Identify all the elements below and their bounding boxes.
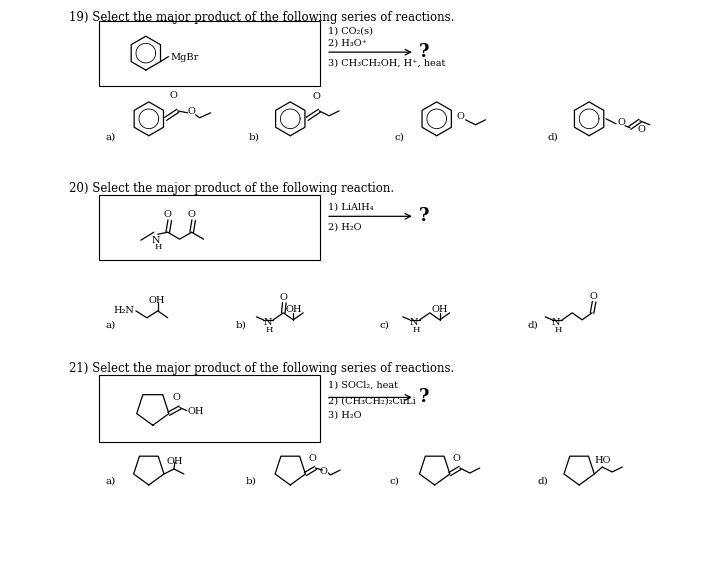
Text: OH: OH	[149, 296, 165, 305]
Text: O: O	[453, 454, 461, 463]
Bar	[99, 21, 320, 86]
Bar	[99, 374, 320, 442]
Text: 2) H₃O⁺: 2) H₃O⁺	[328, 39, 367, 48]
Text: O: O	[589, 292, 597, 301]
Text: O: O	[164, 210, 172, 219]
Text: a): a)	[106, 132, 116, 141]
Text: H: H	[412, 326, 419, 334]
Text: 1) LiAlH₄: 1) LiAlH₄	[328, 203, 374, 212]
Text: H₂N: H₂N	[113, 306, 134, 315]
Text: N: N	[263, 318, 272, 327]
Text: 3) H₂O: 3) H₂O	[328, 411, 362, 420]
Text: ?: ?	[418, 207, 429, 225]
Text: O: O	[173, 393, 180, 402]
Text: ?: ?	[418, 388, 429, 406]
Text: b): b)	[245, 476, 256, 485]
Text: N: N	[552, 318, 561, 327]
Text: OH: OH	[285, 305, 301, 314]
Text: O: O	[319, 467, 327, 476]
Text: c): c)	[390, 476, 400, 485]
Text: O: O	[280, 293, 287, 302]
Text: 1) SOCl₂, heat: 1) SOCl₂, heat	[328, 381, 398, 390]
Text: ?: ?	[418, 43, 429, 61]
Text: 21) Select the major product of the following series of reactions.: 21) Select the major product of the foll…	[69, 361, 454, 374]
Text: a): a)	[106, 476, 116, 485]
Text: c): c)	[395, 132, 405, 141]
Text: 19) Select the major product of the following series of reactions.: 19) Select the major product of the foll…	[69, 11, 454, 24]
Text: O: O	[312, 92, 320, 101]
Text: OH: OH	[188, 407, 204, 416]
Text: N: N	[410, 318, 418, 327]
Text: d): d)	[547, 132, 558, 141]
Text: O: O	[170, 91, 178, 100]
Text: b): b)	[236, 320, 247, 329]
Text: O: O	[188, 108, 196, 117]
Text: d): d)	[527, 320, 538, 329]
Text: OH: OH	[431, 305, 448, 314]
Text: H: H	[154, 243, 162, 251]
Text: O: O	[638, 125, 646, 134]
Text: c): c)	[380, 320, 390, 329]
Text: 3) CH₃CH₂OH, H⁺, heat: 3) CH₃CH₂OH, H⁺, heat	[328, 59, 446, 68]
Text: O: O	[457, 112, 464, 121]
Text: b): b)	[249, 132, 260, 141]
Text: H: H	[554, 326, 562, 334]
Text: H: H	[265, 326, 273, 334]
Text: O: O	[188, 210, 196, 219]
Text: HO: HO	[594, 455, 610, 464]
Bar	[99, 195, 320, 260]
Text: MgBr: MgBr	[170, 53, 199, 62]
Text: OH: OH	[167, 457, 183, 466]
Text: N: N	[152, 236, 160, 245]
Text: 2) H₂O: 2) H₂O	[328, 223, 362, 232]
Text: d): d)	[537, 476, 548, 485]
Text: a): a)	[106, 320, 116, 329]
Text: O: O	[617, 118, 625, 127]
Text: 1) CO₂(s): 1) CO₂(s)	[328, 26, 373, 35]
Text: 2) (CH₃CH₂)₂CuLi: 2) (CH₃CH₂)₂CuLi	[328, 397, 416, 406]
Text: O: O	[308, 454, 316, 463]
Text: 20) Select the major product of the following reaction.: 20) Select the major product of the foll…	[69, 182, 394, 195]
